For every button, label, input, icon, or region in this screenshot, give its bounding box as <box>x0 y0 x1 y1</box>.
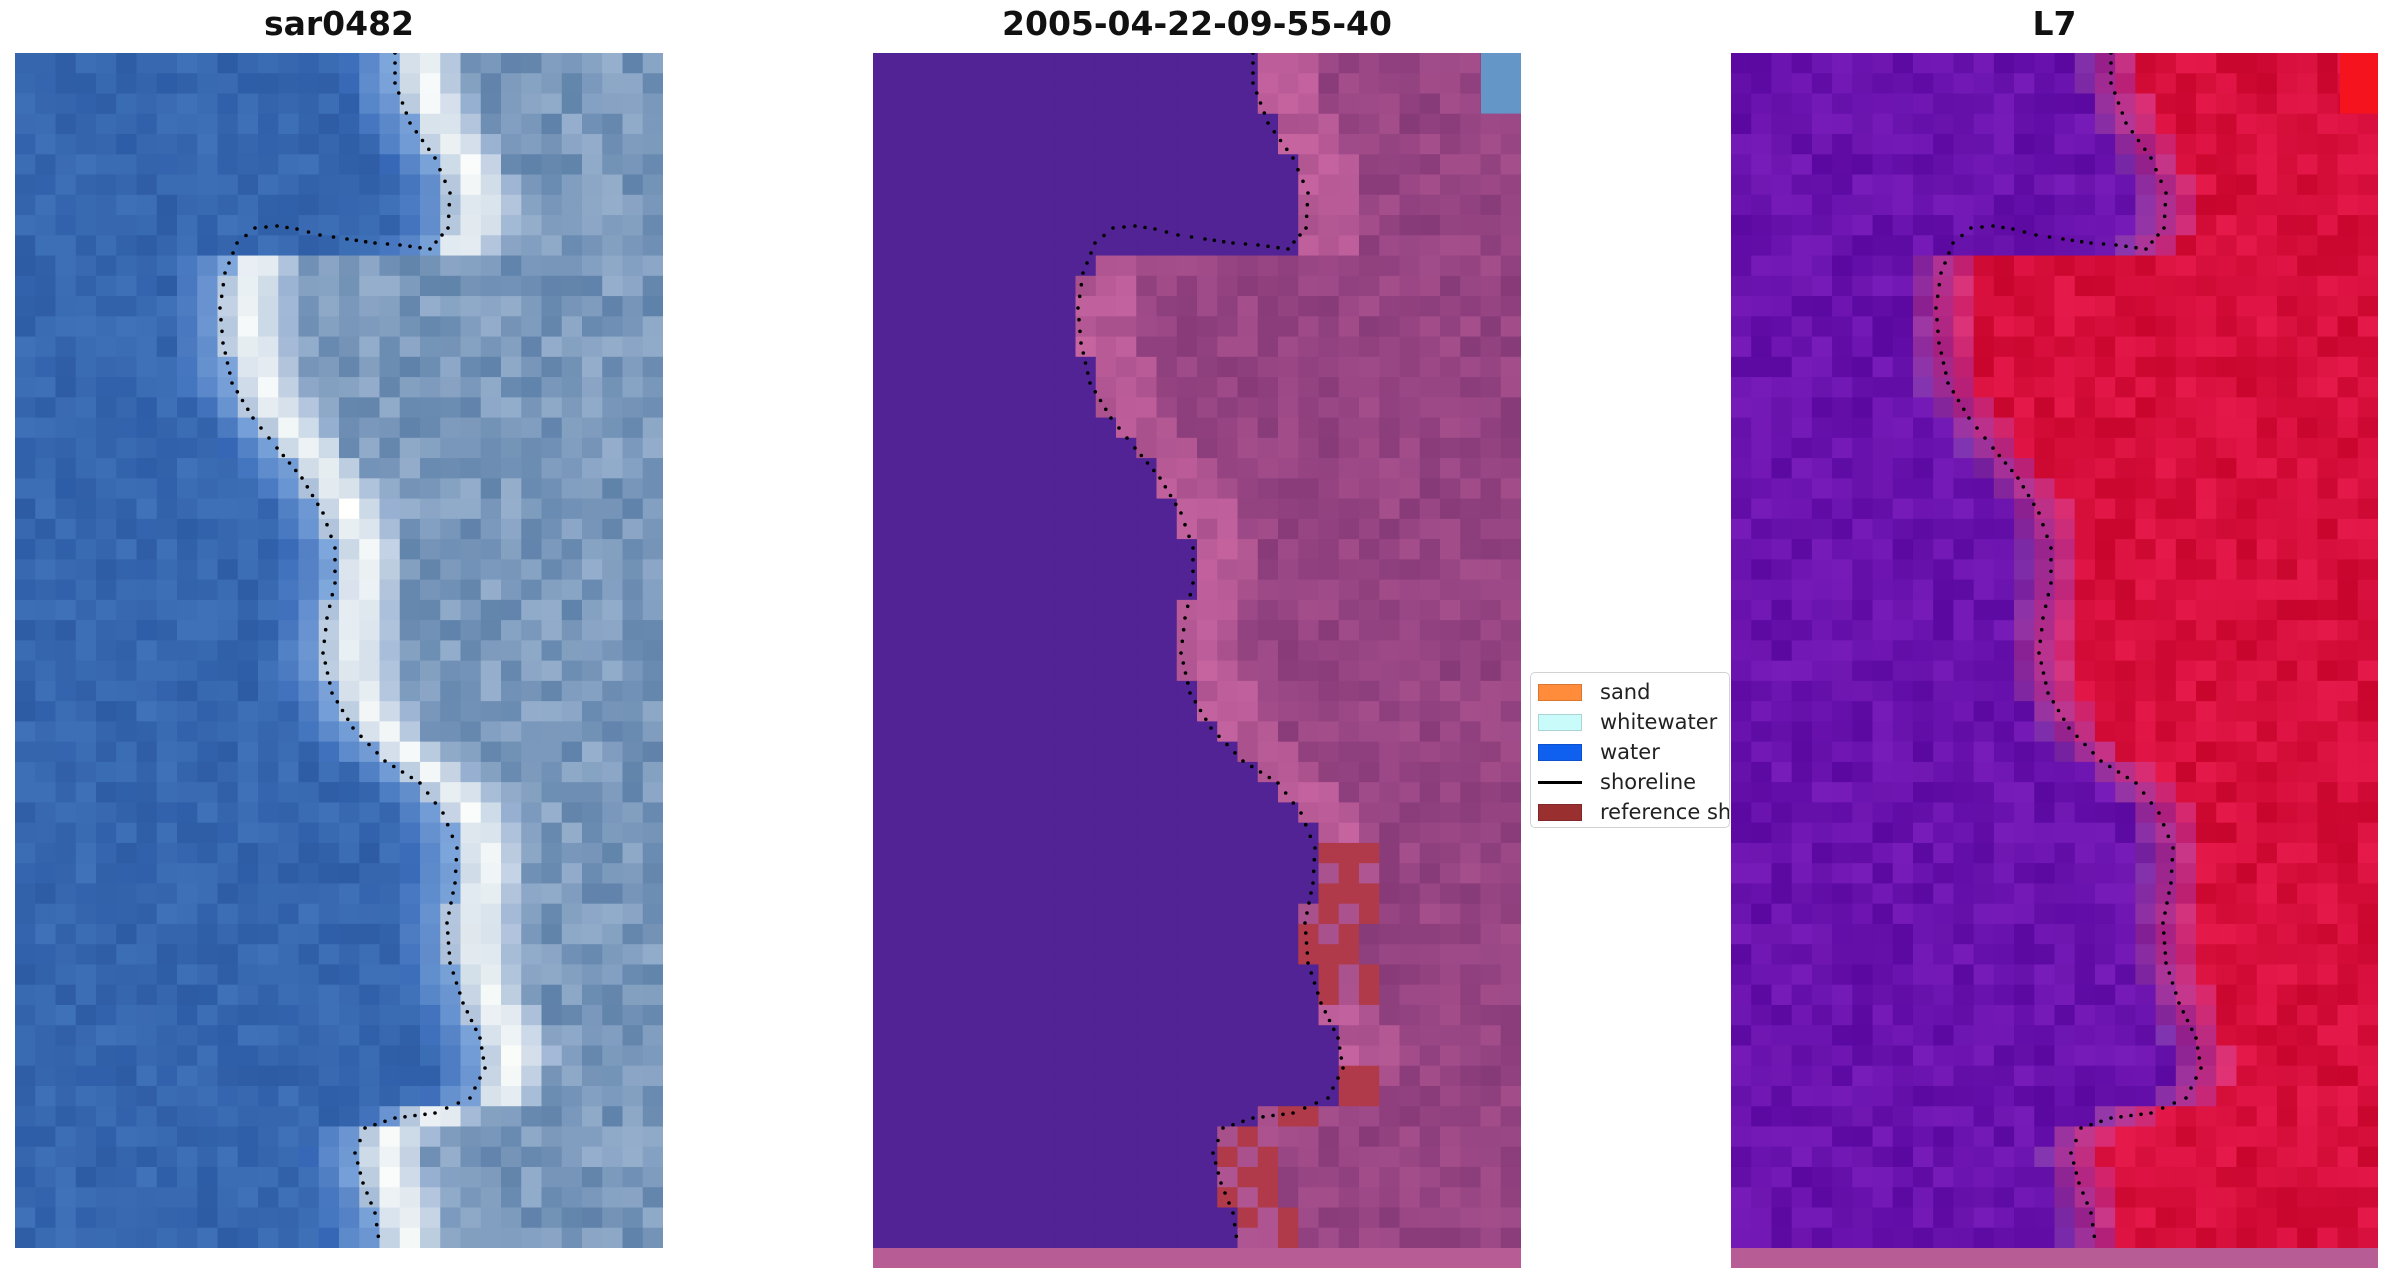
legend-label: water <box>1600 740 1660 764</box>
legend-item-water: water <box>1538 737 1729 767</box>
legend-item-reference-shoreline: reference sh <box>1538 797 1730 827</box>
bottom-strip <box>1731 1248 2378 1268</box>
shoreline-points <box>1076 53 1345 1239</box>
reference-shoreline-swatch <box>1538 803 1582 821</box>
legend: sand whitewater water shoreline referenc… <box>1530 672 1730 828</box>
legend-item-whitewater: whitewater <box>1538 707 1729 737</box>
classification-title: 2005-04-22-09-55-40 <box>1002 4 1392 43</box>
legend-label: whitewater <box>1600 710 1718 734</box>
whitewater-swatch <box>1538 713 1582 731</box>
water-index-panel <box>1731 53 2378 1268</box>
sand-swatch <box>1538 683 1582 701</box>
rgb-image-panel <box>15 53 663 1248</box>
legend-label: sand <box>1600 680 1651 704</box>
shoreline-line <box>1538 780 1582 784</box>
legend-label: reference sh <box>1600 800 1730 824</box>
image-title: sar0482 <box>263 4 415 43</box>
shoreline-points <box>218 53 487 1239</box>
legend-item-shoreline: shoreline <box>1538 767 1729 797</box>
legend-label: shoreline <box>1600 770 1697 794</box>
classification-panel <box>873 53 1521 1268</box>
water-swatch <box>1538 743 1582 761</box>
bottom-strip <box>873 1248 1521 1268</box>
legend-item-sand: sand <box>1538 677 1729 707</box>
shoreline-points <box>1934 53 2203 1239</box>
satellite-title: L7 <box>2032 4 2077 43</box>
